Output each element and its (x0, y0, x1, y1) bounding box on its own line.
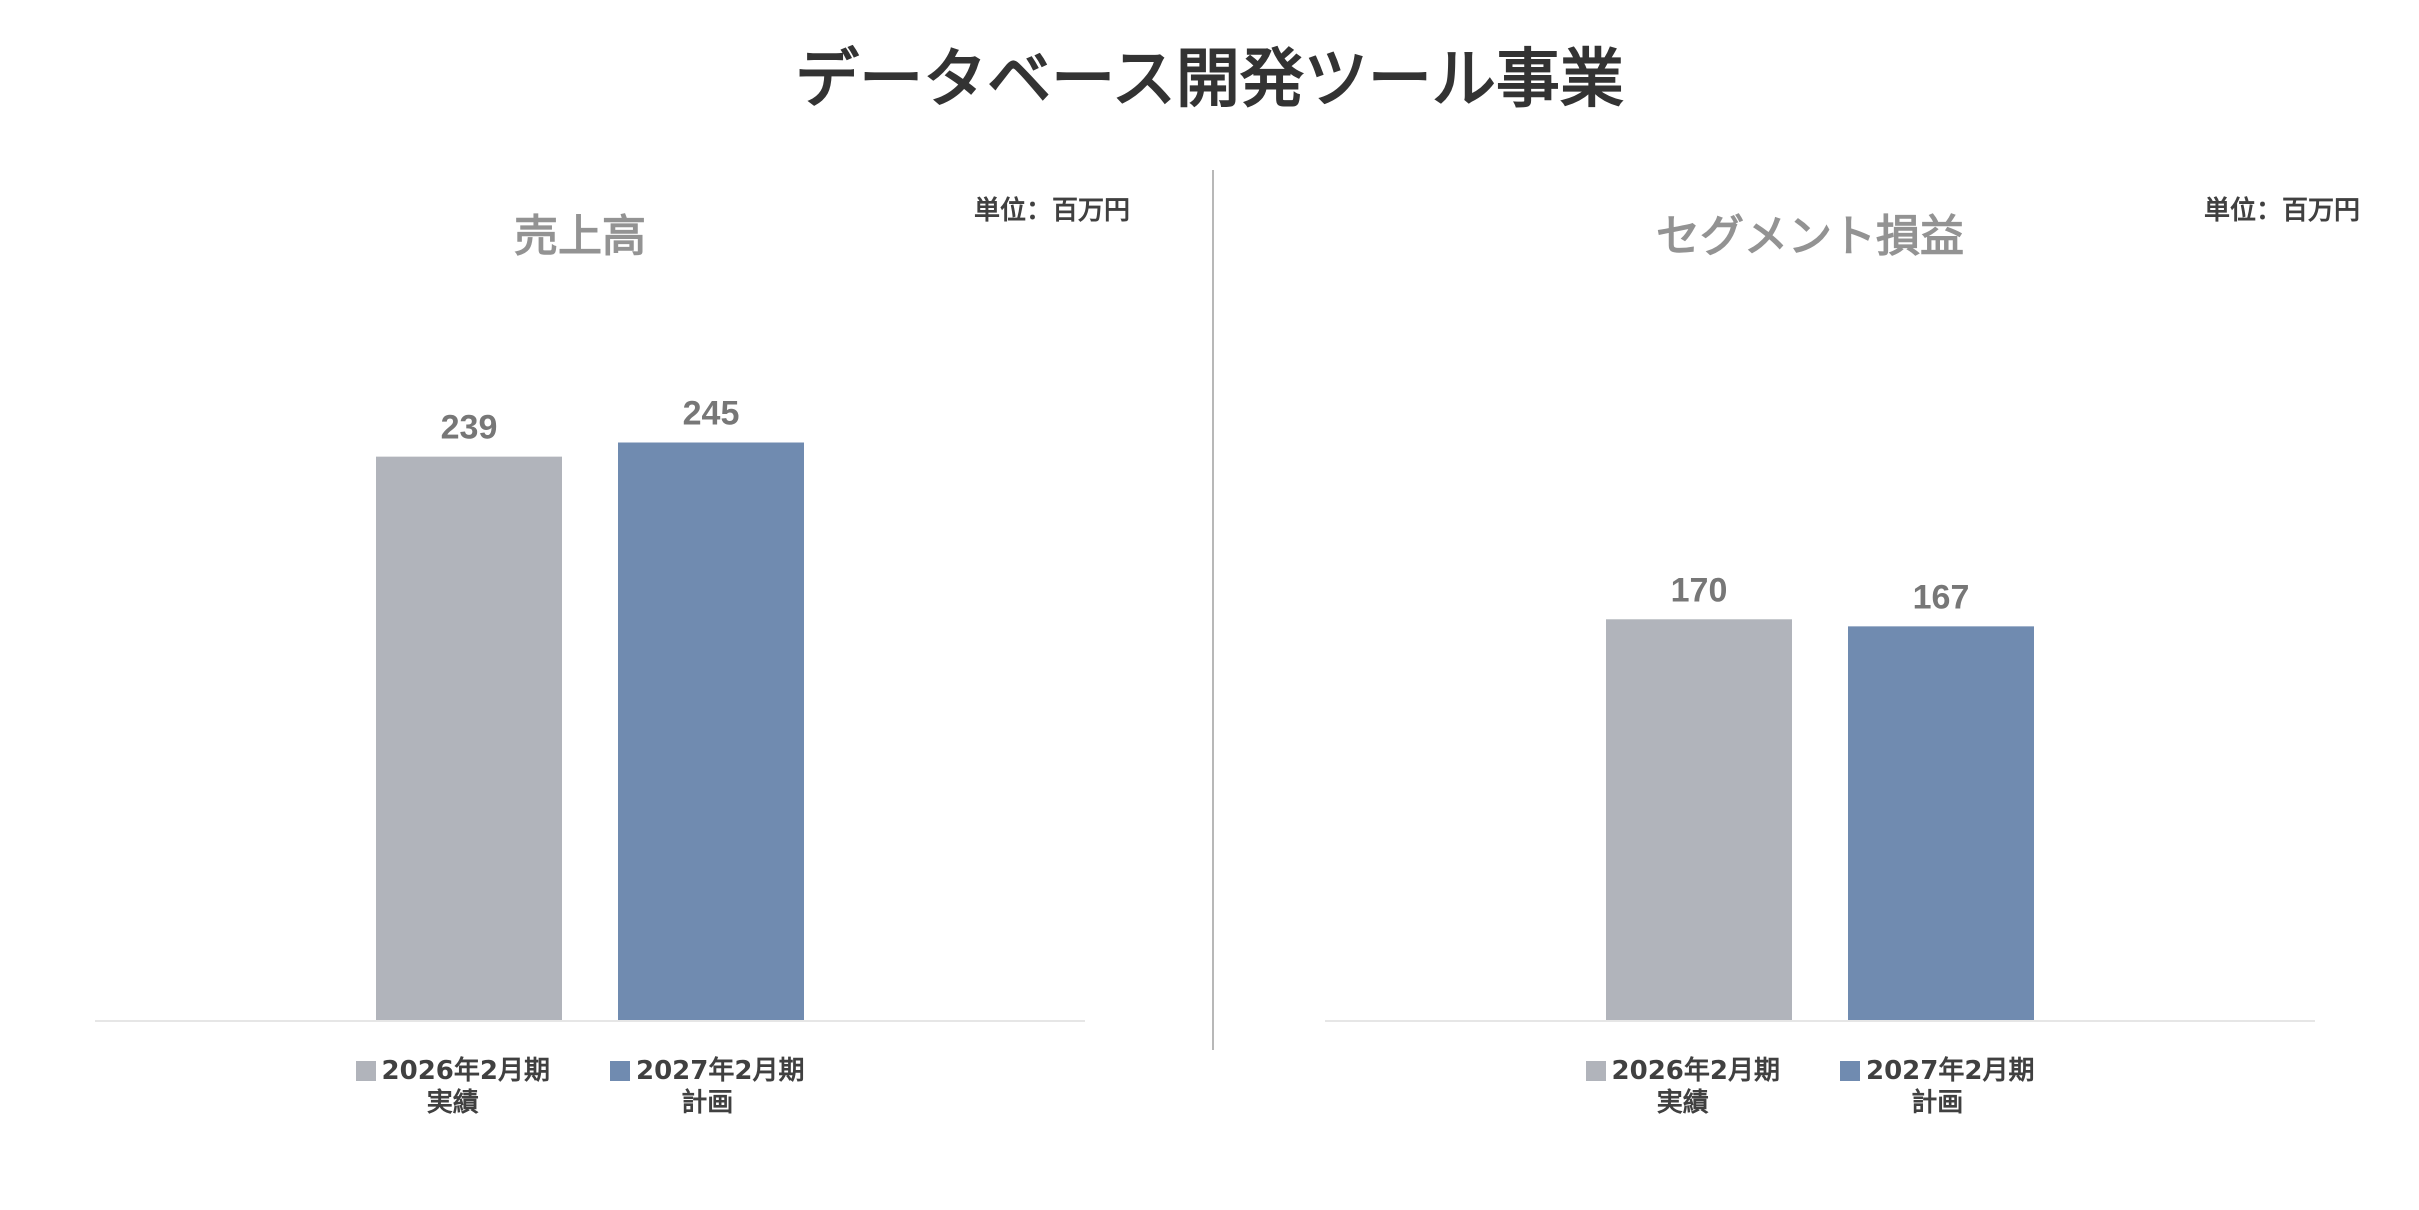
legend-label: 2026年2月期 (1611, 1056, 1780, 1086)
legend-label: 2027年2月期 (1866, 1056, 2035, 1086)
legend-swatch-plan (1840, 1061, 1860, 1081)
legend-item-actual: 2026年2月期 実績 (355, 1055, 550, 1119)
page-title: データベース開発ツール事業 (795, 43, 1624, 117)
legend-sublabel: 実績 (1656, 1088, 1709, 1118)
sales-chart-panel: 売上高 単位：百万円 239 245 2026年2月期 実績 2027年2月期 計… (30, 150, 1210, 1150)
bar-actual (376, 456, 562, 1021)
legend-swatch-actual (355, 1061, 376, 1081)
bar-actual (1606, 619, 1792, 1020)
panel-divider (1212, 170, 1214, 1050)
chart-legend: 2026年2月期 実績 2027年2月期 計画 (30, 1055, 1130, 1119)
unit-label: 単位：百万円 (973, 196, 1130, 226)
segment-profit-chart-panel: セグメント損益 単位：百万円 170 167 2026年2月期 実績 2027年2… (1260, 150, 2419, 1150)
legend-swatch-actual (1585, 1061, 1606, 1081)
legend-sublabel: 計画 (1911, 1088, 1964, 1118)
unit-label: 単位：百万円 (2203, 196, 2360, 226)
legend-sublabel: 実績 (426, 1088, 479, 1118)
legend-label: 2026年2月期 (381, 1056, 550, 1086)
legend-label: 2027年2月期 (636, 1056, 805, 1086)
chart-title: 売上高 (514, 211, 646, 262)
legend-sublabel: 計画 (681, 1088, 734, 1118)
chart-title: セグメント損益 (1656, 211, 1964, 262)
legend-item-actual: 2026年2月期 実績 (1585, 1055, 1780, 1119)
data-label: 170 (1671, 571, 1728, 609)
data-label: 245 (683, 395, 740, 433)
data-label: 167 (1913, 578, 1970, 616)
legend-item-plan: 2027年2月期 計画 (1840, 1055, 2034, 1119)
legend-swatch-plan (610, 1061, 630, 1081)
chart-legend: 2026年2月期 実績 2027年2月期 計画 (1260, 1055, 2360, 1119)
data-label: 239 (441, 409, 498, 447)
bar-plan (618, 442, 804, 1020)
bar-plan (1848, 626, 2034, 1020)
sales-bar-chart: 239 245 (95, 395, 1085, 1022)
segment-profit-bar-chart: 170 167 (1325, 571, 2315, 1022)
legend-item-plan: 2027年2月期 計画 (610, 1055, 804, 1119)
